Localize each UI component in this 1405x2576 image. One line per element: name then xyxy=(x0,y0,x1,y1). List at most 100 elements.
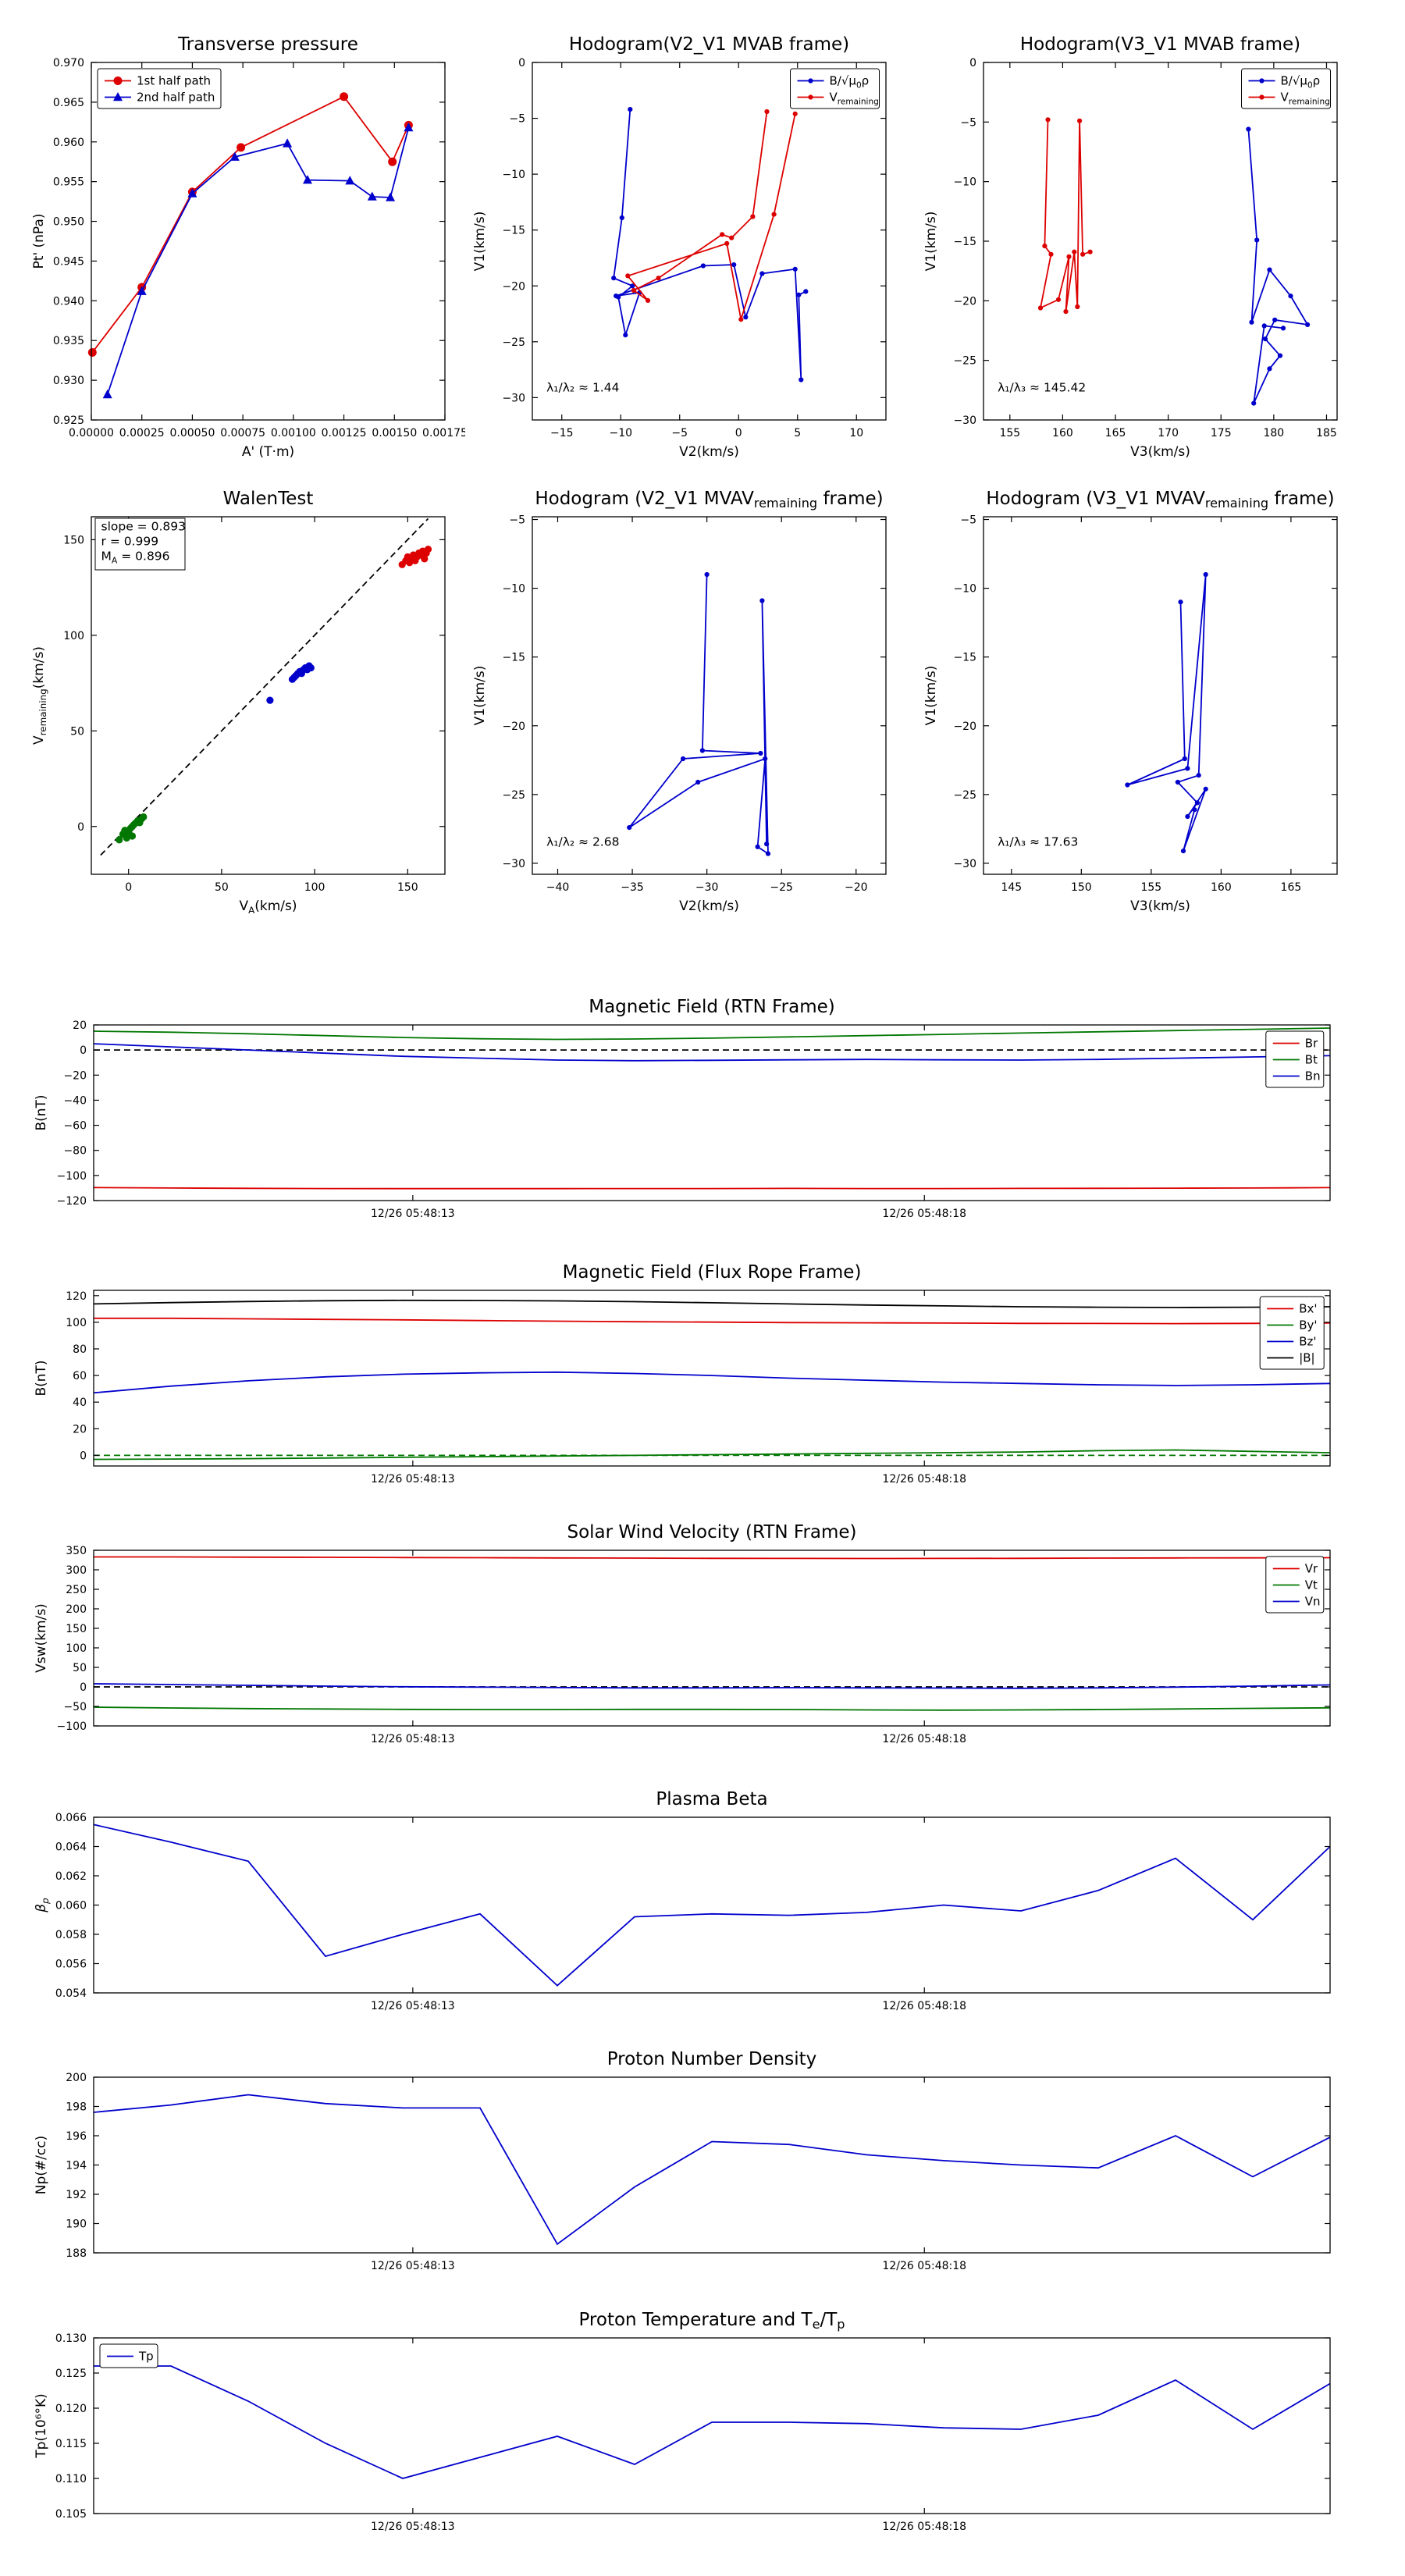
chart-hodogram-v3v1-mvab: 155 160 165 170 175 180 185 0 −5 −10 −15 −20 −25 −30 H… xyxy=(908,14,1357,465)
svg-text:0.940: 0.940 xyxy=(53,295,84,308)
svg-text:Vremaining: Vremaining xyxy=(830,91,879,107)
svg-text:Pt' (nPa): Pt' (nPa) xyxy=(31,214,47,269)
chart-solar-wind-velocity: 12/26 05:48:13 12/26 05:48:18 350 300 250 200… xyxy=(16,1505,1389,1755)
svg-text:βp: βp xyxy=(34,1898,51,1912)
svg-text:V2(km/s): V2(km/s) xyxy=(679,444,739,460)
svg-text:0: 0 xyxy=(80,1450,87,1462)
svg-text:198: 198 xyxy=(66,2101,87,2114)
svg-text:Vn: Vn xyxy=(1305,1595,1321,1609)
svg-text:Proton Number Density: Proton Number Density xyxy=(607,2049,817,2069)
svg-text:165: 165 xyxy=(1105,427,1126,439)
chart-hodogram-v2v1-mvav: −40 −35 −30 −25 −20 −5 −10 −15 −20 −25 −30 Hodogram… xyxy=(457,468,906,920)
svg-text:0.120: 0.120 xyxy=(55,2403,87,2415)
svg-text:0.00150: 0.00150 xyxy=(372,427,417,439)
svg-text:12/26 05:48:18: 12/26 05:48:18 xyxy=(882,1733,966,1745)
svg-text:50: 50 xyxy=(73,1662,87,1674)
svg-text:−40: −40 xyxy=(546,881,570,894)
chart-svg: 12/26 05:48:13 12/26 05:48:18 0.105 0.110 0.… xyxy=(34,2310,1331,2533)
svg-text:−30: −30 xyxy=(695,881,719,894)
svg-text:−10: −10 xyxy=(953,176,976,189)
svg-text:−20: −20 xyxy=(502,720,525,733)
svg-text:|B|: |B| xyxy=(1299,1351,1314,1365)
svg-text:0.115: 0.115 xyxy=(55,2438,87,2450)
svg-text:−10: −10 xyxy=(953,583,976,596)
svg-text:−20: −20 xyxy=(953,295,976,308)
svg-text:0.058: 0.058 xyxy=(55,1929,87,1941)
svg-text:10: 10 xyxy=(849,427,863,439)
svg-text:r = 0.999: r = 0.999 xyxy=(101,534,159,548)
svg-text:0.935: 0.935 xyxy=(53,335,84,347)
svg-text:−15: −15 xyxy=(502,225,525,237)
svg-text:194: 194 xyxy=(66,2160,87,2172)
svg-text:WalenTest: WalenTest xyxy=(223,489,314,509)
svg-text:0.00175: 0.00175 xyxy=(422,427,465,439)
svg-text:Magnetic Field (Flux Rope Fram: Magnetic Field (Flux Rope Frame) xyxy=(563,1262,862,1283)
svg-text:20: 20 xyxy=(73,1019,87,1032)
svg-text:0: 0 xyxy=(735,427,742,439)
svg-text:−50: −50 xyxy=(63,1701,87,1713)
svg-text:196: 196 xyxy=(66,2130,87,2143)
svg-text:Vremaining: Vremaining xyxy=(1281,91,1330,107)
svg-text:150: 150 xyxy=(397,881,418,894)
svg-text:0.945: 0.945 xyxy=(53,255,84,268)
svg-text:−25: −25 xyxy=(953,789,976,802)
svg-text:B/√μ0ρ: B/√μ0ρ xyxy=(1281,74,1321,91)
svg-text:−40: −40 xyxy=(63,1094,87,1107)
svg-text:175: 175 xyxy=(1211,427,1232,439)
svg-text:VA(km/s): VA(km/s) xyxy=(239,898,297,916)
svg-text:0: 0 xyxy=(80,1044,87,1057)
svg-text:V2(km/s): V2(km/s) xyxy=(679,898,739,914)
svg-text:165: 165 xyxy=(1281,881,1302,894)
svg-text:B/√μ0ρ: B/√μ0ρ xyxy=(830,74,870,91)
svg-text:−20: −20 xyxy=(953,720,976,733)
chart-magnetic-field-rtn: 12/26 05:48:13 12/26 05:48:18 20 0 −20 −40 −60… xyxy=(16,980,1389,1229)
svg-text:0.064: 0.064 xyxy=(55,1841,87,1854)
svg-text:160: 160 xyxy=(1211,881,1232,894)
svg-text:0.125: 0.125 xyxy=(55,2368,87,2380)
chart-svg: 0 50 100 150 0 50 100 150 WalenTest VA(km/s) Vrema… xyxy=(31,489,446,916)
svg-text:−20: −20 xyxy=(63,1069,87,1082)
svg-text:0.066: 0.066 xyxy=(55,1812,87,1824)
svg-text:12/26 05:48:13: 12/26 05:48:13 xyxy=(371,1208,455,1220)
svg-text:λ₁/λ₂ ≈ 2.68: λ₁/λ₂ ≈ 2.68 xyxy=(546,834,619,849)
svg-text:Bx': Bx' xyxy=(1299,1302,1317,1316)
svg-text:Hodogram (V2_V1 MVAVremaining: Hodogram (V2_V1 MVAVremaining frame) xyxy=(535,489,883,511)
svg-text:0.00050: 0.00050 xyxy=(169,427,215,439)
svg-text:−30: −30 xyxy=(502,858,525,870)
svg-text:MA = 0.896: MA = 0.896 xyxy=(101,549,170,565)
svg-text:40: 40 xyxy=(73,1397,87,1409)
svg-text:λ₁/λ₂ ≈ 1.44: λ₁/λ₂ ≈ 1.44 xyxy=(546,380,619,394)
svg-text:−5: −5 xyxy=(509,514,525,527)
svg-text:−15: −15 xyxy=(502,652,525,664)
svg-text:0.950: 0.950 xyxy=(53,216,84,229)
svg-text:−60: −60 xyxy=(63,1120,87,1133)
svg-text:0.965: 0.965 xyxy=(53,97,84,109)
svg-text:−10: −10 xyxy=(609,427,632,439)
svg-text:−5: −5 xyxy=(671,427,688,439)
svg-text:−15: −15 xyxy=(953,236,976,248)
svg-text:0.130: 0.130 xyxy=(55,2332,87,2345)
svg-text:−35: −35 xyxy=(621,881,644,894)
svg-text:200: 200 xyxy=(66,2072,87,2084)
svg-text:0: 0 xyxy=(969,57,976,69)
svg-text:0.105: 0.105 xyxy=(55,2508,87,2521)
svg-text:0.970: 0.970 xyxy=(53,57,84,69)
svg-text:−15: −15 xyxy=(953,652,976,664)
svg-text:80: 80 xyxy=(73,1343,87,1356)
svg-text:0.062: 0.062 xyxy=(55,1870,87,1883)
svg-text:0: 0 xyxy=(77,821,84,834)
chart-hodogram-v2v1-mvab: −15 −10 −5 0 5 10 0 −5 −10 −15 −20 −25 −30 Hodogram(V… xyxy=(457,14,906,465)
svg-text:−5: −5 xyxy=(960,116,976,129)
chart-svg: 155 160 165 170 175 180 185 0 −5 −10 −15 −20 −25 −30 H… xyxy=(923,34,1338,460)
svg-text:Tp(10⁶°K): Tp(10⁶°K) xyxy=(34,2393,49,2459)
svg-text:12/26 05:48:18: 12/26 05:48:18 xyxy=(882,1208,966,1220)
svg-text:50: 50 xyxy=(70,725,84,738)
svg-text:1st half path: 1st half path xyxy=(137,74,211,88)
svg-text:100: 100 xyxy=(66,1317,87,1329)
svg-text:B(nT): B(nT) xyxy=(34,1360,49,1396)
svg-text:−25: −25 xyxy=(770,881,793,894)
svg-text:100: 100 xyxy=(304,881,325,894)
svg-text:20: 20 xyxy=(73,1423,87,1436)
svg-text:−5: −5 xyxy=(509,113,525,126)
svg-text:120: 120 xyxy=(66,1290,87,1303)
